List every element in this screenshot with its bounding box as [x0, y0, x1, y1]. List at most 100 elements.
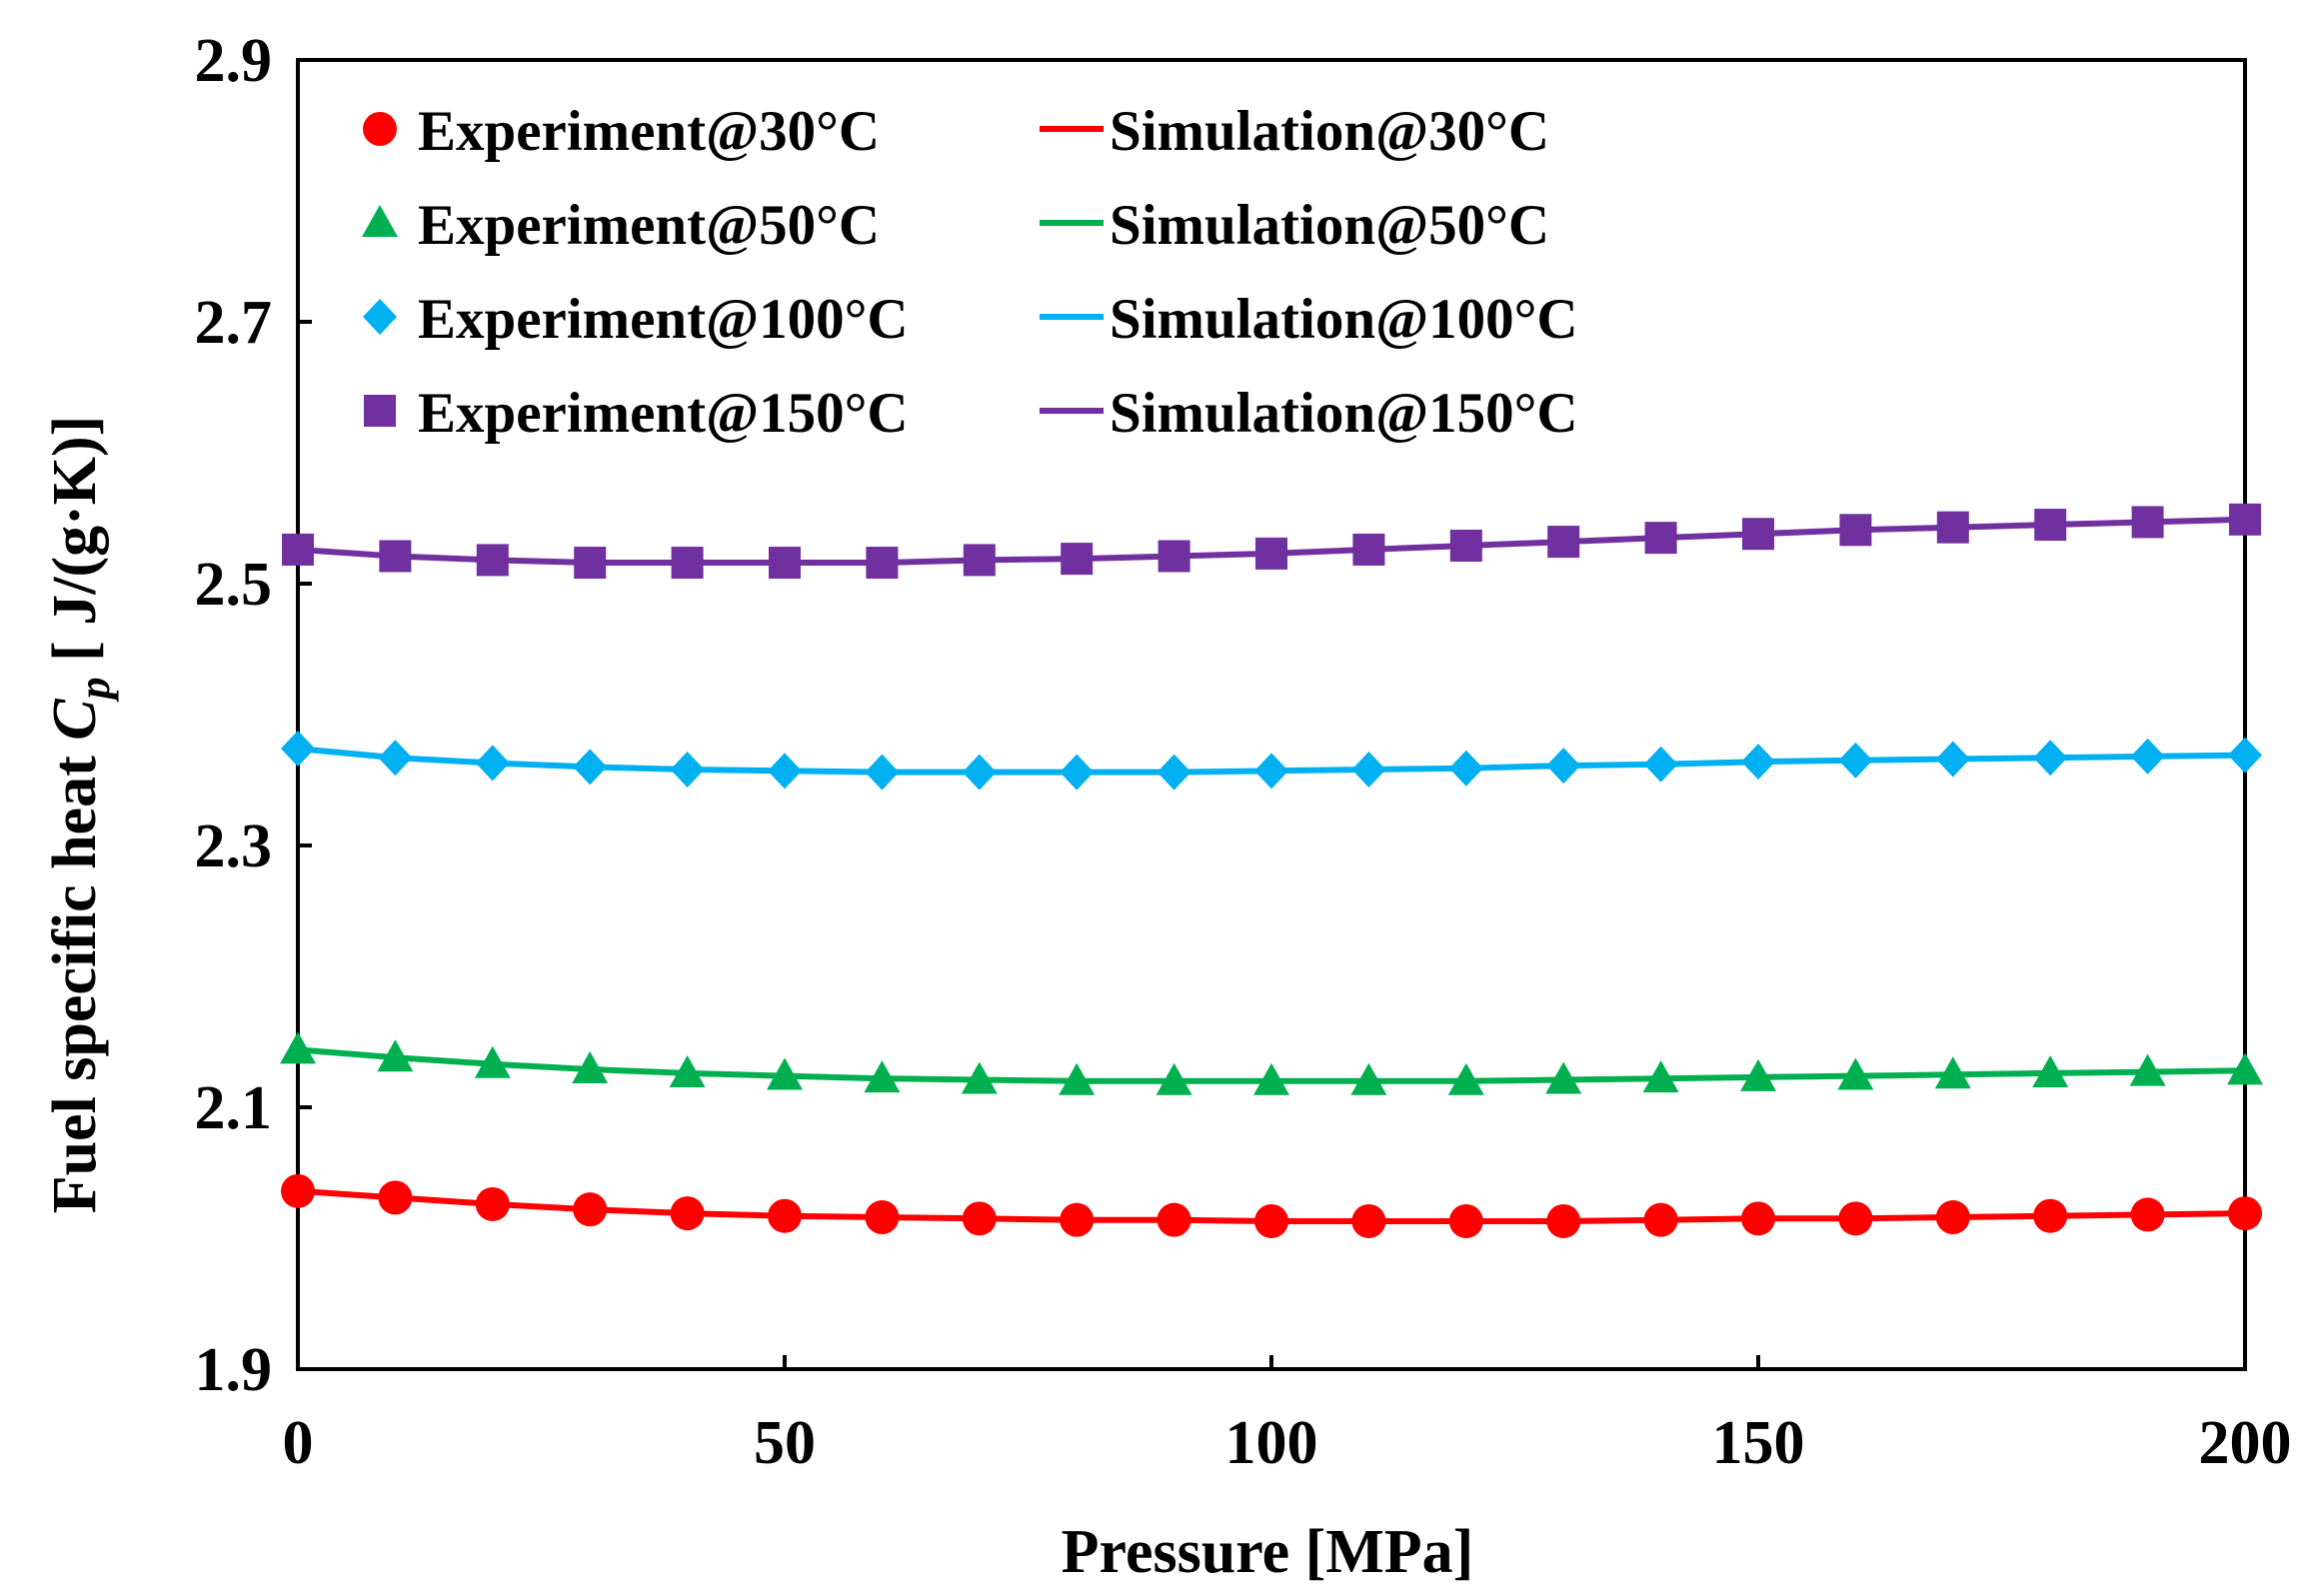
x-tick-label: 0: [283, 1409, 314, 1477]
y-axis-label-symbol: C: [41, 699, 109, 741]
experiment-point-30c: [670, 1196, 705, 1231]
experiment-point-150c: [1936, 511, 1969, 544]
experiment-point-50c: [572, 1051, 609, 1084]
experiment-point-150c: [866, 547, 899, 580]
experiment-point-100c: [378, 740, 413, 777]
experiment-point-30c: [475, 1186, 510, 1221]
experiment-point-100c: [865, 754, 900, 791]
experiment-point-50c: [767, 1057, 803, 1090]
experiment-point-150c: [1644, 522, 1677, 555]
experiment-point-50c: [1642, 1060, 1679, 1093]
experiment-point-100c: [670, 752, 705, 789]
experiment-point-30c: [1157, 1202, 1191, 1237]
y-axis-label: Fuel specific heat Cp [ J/(g·K)]: [41, 416, 119, 1214]
x-tick-label: 200: [2199, 1409, 2292, 1477]
experiment-point-150c: [476, 544, 509, 577]
experiment-point-150c: [1061, 543, 1094, 576]
experiment-point-30c: [1643, 1202, 1678, 1237]
experiment-point-150c: [1352, 533, 1385, 566]
experiment-point-150c: [1742, 518, 1774, 551]
experiment-point-30c: [1741, 1201, 1775, 1236]
experiment-point-50c: [1253, 1062, 1289, 1095]
experiment-point-100c: [475, 745, 510, 782]
experiment-point-30c: [2130, 1197, 2165, 1232]
legend-label-simulation-150c: Simulation@150°C: [1110, 382, 1578, 445]
experiment-point-50c: [474, 1045, 511, 1078]
experiment-point-50c: [1350, 1062, 1387, 1095]
legend-marker-30c: [363, 112, 397, 146]
series-100c: [281, 731, 2262, 791]
experiment-point-100c: [962, 754, 997, 791]
series-layer: [280, 503, 2263, 1238]
experiment-point-50c: [1934, 1056, 1971, 1089]
experiment-point-150c: [1547, 526, 1580, 559]
x-tick-label: 100: [1225, 1409, 1318, 1477]
experiment-point-150c: [671, 547, 704, 580]
experiment-point-100c: [281, 731, 315, 768]
experiment-point-30c: [768, 1198, 802, 1233]
x-axis-ticks: 0 50 100 150 200: [283, 1355, 2292, 1477]
legend-label-simulation-100c: Simulation@100°C: [1110, 288, 1578, 351]
experiment-point-30c: [378, 1180, 413, 1215]
experiment-point-50c: [669, 1054, 706, 1087]
experiment-point-100c: [1838, 742, 1873, 779]
experiment-point-150c: [1255, 537, 1287, 570]
y-tick-label: 2.1: [195, 1074, 273, 1142]
experiment-point-50c: [2227, 1052, 2263, 1085]
experiment-point-50c: [961, 1061, 998, 1094]
experiment-point-30c: [962, 1201, 997, 1236]
experiment-point-100c: [1448, 750, 1483, 787]
experiment-point-50c: [377, 1039, 414, 1072]
y-tick-label: 2.3: [195, 812, 273, 880]
experiment-point-30c: [1060, 1202, 1095, 1237]
experiment-point-100c: [573, 749, 608, 786]
y-tick-label: 2.9: [195, 27, 273, 95]
y-tick-label: 1.9: [195, 1336, 273, 1404]
series-50c: [280, 1031, 2263, 1095]
y-tick-label: 2.7: [195, 289, 273, 357]
legend-label-experiment-50c: Experiment@50°C: [418, 194, 880, 257]
x-tick-label: 50: [754, 1409, 816, 1477]
legend-label-experiment-30c: Experiment@30°C: [418, 100, 880, 163]
experiment-point-50c: [280, 1031, 316, 1064]
experiment-point-150c: [2034, 509, 2067, 542]
experiment-point-100c: [768, 753, 802, 790]
experiment-point-30c: [1935, 1200, 1970, 1235]
experiment-point-50c: [864, 1060, 901, 1093]
experiment-point-30c: [2033, 1198, 2068, 1233]
experiment-point-30c: [1838, 1201, 1873, 1236]
series-30c: [281, 1173, 2262, 1238]
experiment-point-150c: [2131, 506, 2164, 539]
experiment-point-50c: [1545, 1061, 1582, 1094]
x-axis-label: Pressure [MPa]: [1062, 1518, 1474, 1586]
y-tick-label: 2.5: [195, 551, 273, 619]
y-axis-label-prefix: Fuel specific heat: [41, 741, 109, 1214]
y-axis-ticks: 1.9 2.1 2.3 2.5 2.7 2.9: [195, 27, 312, 1404]
experiment-point-150c: [574, 547, 607, 580]
x-tick-label: 150: [1712, 1409, 1805, 1477]
legend: Experiment@30°C Simulation@30°C Experiment…: [362, 100, 1578, 445]
experiment-point-30c: [281, 1173, 315, 1208]
experiment-point-150c: [769, 547, 801, 580]
legend-label-simulation-50c: Simulation@50°C: [1110, 194, 1549, 257]
experiment-point-150c: [379, 540, 412, 573]
experiment-point-50c: [1837, 1057, 1874, 1090]
legend-label-experiment-150c: Experiment@150°C: [418, 382, 909, 445]
experiment-point-50c: [1447, 1062, 1484, 1095]
experiment-point-30c: [865, 1200, 900, 1235]
experiment-point-30c: [573, 1192, 608, 1227]
experiment-point-100c: [1643, 746, 1678, 783]
experiment-point-30c: [2228, 1196, 2262, 1231]
experiment-point-100c: [1157, 754, 1191, 791]
experiment-point-50c: [1059, 1062, 1096, 1095]
legend-label-simulation-30c: Simulation@30°C: [1110, 100, 1549, 163]
experiment-point-50c: [2032, 1054, 2069, 1087]
y-axis-label-unit: [ J/(g·K)]: [41, 416, 109, 678]
experiment-point-150c: [2229, 503, 2261, 536]
experiment-point-100c: [2130, 738, 2165, 775]
legend-marker-100c: [363, 299, 397, 335]
experiment-point-50c: [2129, 1053, 2166, 1086]
legend-marker-150c: [364, 395, 396, 427]
series-150c: [282, 503, 2261, 580]
